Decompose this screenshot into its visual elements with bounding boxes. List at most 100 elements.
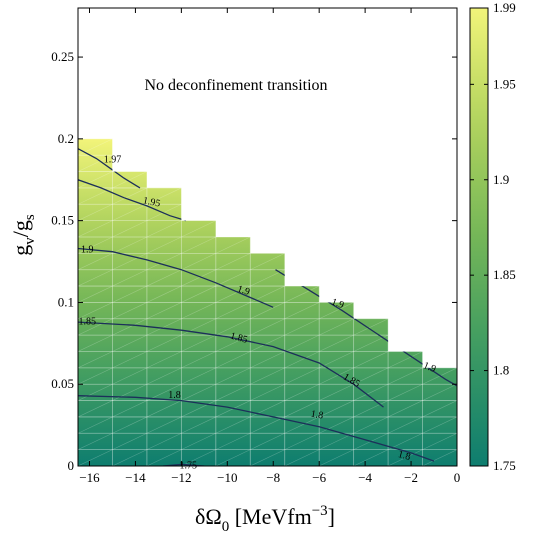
- grid-line-diagonal: [78, 334, 113, 352]
- contour-label: 1.95: [142, 195, 161, 209]
- grid-line-diagonal: [215, 285, 251, 303]
- contour-label: 1.97: [104, 154, 122, 165]
- contour-line: [78, 395, 435, 462]
- colorbar-tick-label: 1.8: [493, 363, 509, 378]
- grid-line-diagonal: [319, 187, 354, 205]
- plot-frame: [77, 7, 458, 467]
- grid-line-diagonal: [146, 383, 182, 401]
- contour-label: 1.9: [422, 360, 438, 375]
- x-tick-label: −14: [125, 470, 146, 485]
- y-axis-label-slash: /: [8, 230, 33, 237]
- y-tick-label: 0.1: [58, 294, 74, 309]
- colorbar-tick-label: 1.85: [493, 267, 516, 282]
- x-axis-label-unit: [MeVfm: [229, 504, 311, 529]
- grid-line-diagonal: [215, 416, 251, 434]
- grid-line-diagonal: [319, 400, 354, 418]
- grid-line-diagonal: [112, 171, 148, 189]
- grid-line-diagonal: [422, 383, 457, 401]
- y-axis-label-g2: g: [8, 220, 33, 231]
- grid-line-diagonal: [250, 351, 285, 369]
- grid-line-diagonal: [146, 400, 182, 418]
- grid-line-diagonal: [319, 138, 354, 156]
- grid-line-diagonal: [319, 220, 354, 238]
- grid-line-diagonal: [146, 154, 182, 172]
- grid-line-diagonal: [181, 253, 216, 270]
- grid-line-diagonal: [422, 187, 457, 205]
- grid-line-diagonal: [422, 334, 457, 352]
- x-tick-label: −8: [266, 470, 280, 485]
- grid-line-diagonal: [422, 236, 457, 254]
- grid-line-diagonal: [78, 236, 113, 254]
- grid-line-diagonal: [422, 154, 457, 172]
- y-axis-label-g1: g: [8, 245, 33, 256]
- grid-line-diagonal: [181, 285, 216, 303]
- contour-line: [78, 321, 384, 408]
- grid-line-diagonal: [353, 171, 389, 189]
- grid-line-diagonal: [353, 367, 389, 385]
- x-tick-label: −2: [404, 470, 418, 485]
- grid-line-diagonal: [284, 433, 320, 450]
- grid-line-diagonal: [146, 138, 182, 156]
- grid-line-diagonal: [422, 433, 457, 450]
- x-tick-label: −4: [358, 470, 372, 485]
- grid-line-diagonal: [284, 204, 320, 221]
- grid-line-diagonal: [387, 236, 423, 254]
- grid-line-diagonal: [284, 253, 320, 270]
- grid-line-diagonal: [146, 204, 182, 221]
- grid-line-diagonal: [78, 383, 113, 401]
- grid-line-diagonal: [181, 187, 216, 205]
- grid-line-diagonal: [319, 416, 354, 434]
- grid-line-diagonal: [215, 433, 251, 450]
- grid-line-diagonal: [112, 433, 148, 450]
- x-axis-label-sub: 0: [222, 519, 230, 535]
- contour-line: [78, 247, 274, 308]
- grid-line-diagonal: [387, 204, 423, 221]
- grid-line-diagonal: [387, 318, 423, 336]
- grid-line-diagonal: [181, 154, 216, 172]
- grid-line-diagonal: [112, 220, 148, 238]
- grid-line-diagonal: [387, 302, 423, 320]
- x-tick-label: −6: [312, 470, 326, 485]
- grid-line-diagonal: [78, 400, 113, 418]
- grid-line-diagonal: [78, 433, 113, 450]
- grid-line-diagonal: [353, 449, 389, 466]
- contour-line: [275, 269, 457, 387]
- grid-line-diagonal: [112, 383, 148, 401]
- x-axis-label-unit-sup: −3: [312, 503, 328, 519]
- colorbar-tick-label: 1.99: [493, 0, 516, 15]
- grid-line-diagonal: [146, 285, 182, 303]
- grid-line-diagonal: [181, 318, 216, 336]
- grid-line-diagonal: [319, 171, 354, 189]
- grid-line-diagonal: [78, 416, 113, 434]
- grid-line-diagonal: [353, 285, 389, 303]
- grid-line-diagonal: [215, 138, 251, 156]
- grid-line-diagonal: [250, 334, 285, 352]
- grid-line-diagonal: [181, 138, 216, 156]
- grid-line-diagonal: [284, 154, 320, 172]
- grid-line-diagonal: [387, 416, 423, 434]
- grid-line-diagonal: [353, 400, 389, 418]
- grid-line-diagonal: [215, 187, 251, 205]
- grid-line-diagonal: [353, 416, 389, 434]
- grid-line-diagonal: [353, 204, 389, 221]
- grid-line-diagonal: [250, 187, 285, 205]
- grid-line-diagonal: [215, 367, 251, 385]
- grid-line-diagonal: [284, 367, 320, 385]
- grid-line-diagonal: [284, 269, 320, 287]
- grid-line-diagonal: [387, 154, 423, 172]
- grid-line-diagonal: [215, 253, 251, 270]
- grid-line-diagonal: [181, 334, 216, 352]
- grid-line-diagonal: [319, 302, 354, 320]
- grid-line-diagonal: [284, 285, 320, 303]
- grid-line-diagonal: [319, 204, 354, 221]
- grid-line-diagonal: [387, 220, 423, 238]
- grid-line-diagonal: [112, 269, 148, 287]
- grid-line-diagonal: [181, 204, 216, 221]
- grid-line-diagonal: [250, 220, 285, 238]
- grid-line-diagonal: [353, 138, 389, 156]
- grid-line-diagonal: [146, 236, 182, 254]
- grid-line-diagonal: [284, 187, 320, 205]
- y-tick-label: 0.15: [51, 213, 74, 228]
- y-tick-label: 0: [68, 458, 75, 473]
